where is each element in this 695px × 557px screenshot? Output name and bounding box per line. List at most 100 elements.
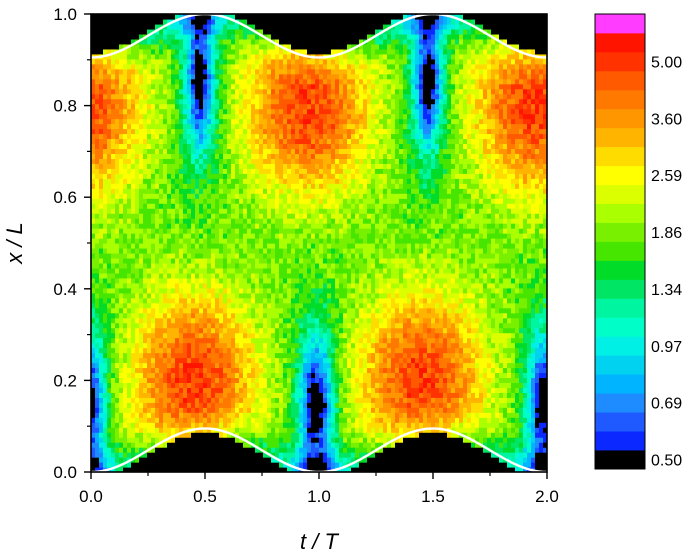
- heatmap-cell: [191, 322, 196, 329]
- heatmap-cell: [283, 372, 288, 379]
- heatmap-cell: [259, 407, 264, 413]
- heatmap-cell: [255, 163, 260, 169]
- heatmap-cell: [223, 243, 228, 249]
- heatmap-cell: [239, 247, 244, 254]
- heatmap-cell: [259, 367, 264, 374]
- heatmap-cell: [143, 208, 148, 214]
- heatmap-cell: [283, 48, 288, 55]
- heatmap-cell: [119, 422, 124, 428]
- heatmap-cell: [119, 417, 124, 423]
- heatmap-cell: [139, 123, 144, 130]
- heatmap-cell: [207, 48, 212, 55]
- heatmap-cell: [231, 18, 236, 25]
- heatmap-cell: [235, 93, 240, 100]
- heatmap-cell: [191, 462, 196, 468]
- heatmap-cell: [275, 307, 280, 314]
- heatmap-cell: [119, 297, 124, 304]
- heatmap-cell: [291, 88, 296, 95]
- heatmap-cell: [227, 412, 232, 418]
- heatmap-cell: [279, 223, 284, 229]
- heatmap-cell: [243, 188, 248, 194]
- heatmap-cell: [119, 33, 124, 40]
- heatmap-cell: [251, 417, 256, 423]
- heatmap-cell: [123, 213, 128, 219]
- heatmap-cell: [167, 362, 172, 369]
- heatmap-cell: [267, 322, 272, 329]
- heatmap-cell: [163, 362, 168, 369]
- heatmap-cell: [163, 367, 168, 374]
- heatmap-cell: [95, 98, 100, 105]
- heatmap-cell: [275, 58, 280, 65]
- heatmap-cell: [239, 427, 244, 433]
- heatmap-cell: [219, 133, 224, 140]
- heatmap-cell: [91, 123, 96, 130]
- heatmap-cell: [95, 247, 100, 254]
- heatmap-cell: [263, 342, 268, 349]
- heatmap-cell: [291, 148, 296, 154]
- heatmap-cell: [131, 178, 136, 184]
- heatmap-cell: [239, 223, 244, 229]
- heatmap-cell: [99, 153, 104, 159]
- heatmap-cell: [167, 188, 172, 194]
- heatmap-cell: [219, 307, 224, 314]
- heatmap-cell: [239, 332, 244, 339]
- heatmap-cell: [191, 113, 196, 120]
- heatmap-cell: [207, 118, 212, 125]
- heatmap-cell: [235, 243, 240, 249]
- heatmap-cell: [235, 33, 240, 40]
- heatmap-cell: [199, 337, 204, 344]
- heatmap-cell: [263, 282, 268, 289]
- heatmap-cell: [123, 302, 128, 309]
- heatmap-cell: [147, 228, 152, 234]
- heatmap-cell: [199, 437, 204, 443]
- heatmap-cell: [275, 382, 280, 388]
- heatmap-cell: [163, 272, 168, 279]
- heatmap-cell: [295, 357, 300, 364]
- heatmap-cell: [223, 262, 228, 269]
- heatmap-cell: [299, 113, 304, 120]
- heatmap-cell: [127, 367, 132, 374]
- heatmap-cell: [139, 243, 144, 249]
- heatmap-cell: [119, 457, 124, 463]
- heatmap-cell: [231, 14, 236, 20]
- heatmap-cell: [263, 287, 268, 294]
- heatmap-cell: [127, 113, 132, 120]
- heatmap-cell: [163, 183, 168, 189]
- heatmap-cell: [203, 457, 208, 463]
- heatmap-cell: [179, 148, 184, 154]
- heatmap-cell: [303, 14, 308, 20]
- heatmap-cell: [251, 312, 256, 319]
- heatmap-cell: [299, 138, 304, 145]
- heatmap-cell: [231, 63, 236, 70]
- heatmap-cell: [211, 118, 216, 125]
- heatmap-cell: [275, 198, 280, 204]
- heatmap-cell: [175, 43, 180, 50]
- heatmap-cell: [251, 208, 256, 214]
- heatmap-cell: [231, 183, 236, 189]
- heatmap-cell: [207, 43, 212, 50]
- heatmap-cell: [183, 118, 188, 125]
- heatmap-cell: [91, 138, 96, 145]
- heatmap-cell: [123, 362, 128, 369]
- heatmap-cell: [95, 427, 100, 433]
- heatmap-cell: [147, 238, 152, 244]
- heatmap-cell: [215, 422, 220, 428]
- heatmap-cell: [215, 73, 220, 80]
- heatmap-cell: [107, 228, 112, 234]
- heatmap-cell: [147, 287, 152, 294]
- heatmap-cell: [275, 267, 280, 274]
- heatmap-cell: [283, 257, 288, 264]
- heatmap-cell: [151, 407, 156, 413]
- heatmap-cell: [231, 143, 236, 150]
- heatmap-cell: [239, 228, 244, 234]
- heatmap-cell: [215, 223, 220, 229]
- heatmap-cell: [187, 252, 192, 259]
- heatmap-cell: [211, 43, 216, 50]
- heatmap-cell: [123, 252, 128, 259]
- heatmap-cell: [179, 422, 184, 428]
- heatmap-cell: [139, 133, 144, 140]
- heatmap-cell: [139, 163, 144, 169]
- heatmap-cell: [227, 297, 232, 304]
- heatmap-cell: [283, 98, 288, 105]
- heatmap-cell: [227, 163, 232, 169]
